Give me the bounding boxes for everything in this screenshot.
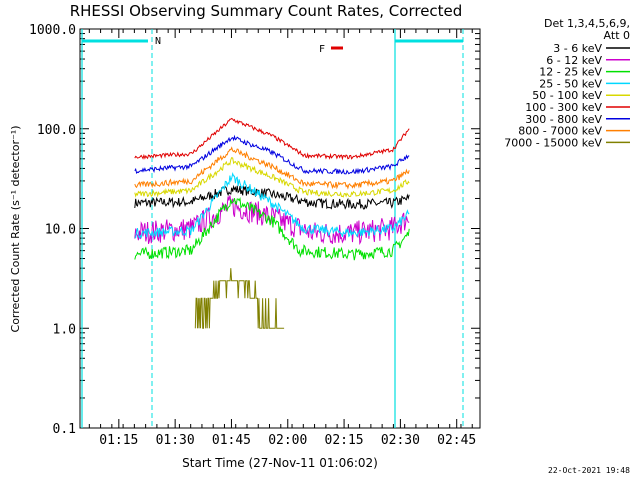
y-tick-label: 1.0	[53, 322, 76, 337]
series-line-3-6-kev	[134, 184, 410, 210]
orbit-markers: NF	[81, 29, 464, 428]
legend-entry-label: 100 - 300 keV	[525, 101, 602, 114]
chart-title: RHESSI Observing Summary Count Rates, Co…	[70, 2, 463, 20]
series-line-25-50-kev	[134, 171, 410, 239]
y-tick-label: 100.0	[37, 123, 76, 138]
marker-label-f: F	[319, 44, 325, 55]
x-tick-label: 02:45	[437, 433, 476, 448]
x-tick-label: 01:30	[156, 433, 195, 448]
series-line-300-800-kev	[134, 134, 410, 175]
legend-entry-label: 6 - 12 keV	[546, 54, 602, 67]
y-axis-ticks: 1000.0 100.0 10.0 1.0 0.1	[29, 23, 480, 437]
legend-entry-label: 12 - 25 keV	[539, 66, 602, 79]
x-axis-label: Start Time (27-Nov-11 01:06:02)	[182, 456, 378, 470]
y-tick-label: 0.1	[53, 422, 76, 437]
x-tick-label: 02:15	[325, 433, 364, 448]
y-tick-label: 1000.0	[29, 23, 76, 38]
legend-entry-label: 300 - 800 keV	[525, 113, 602, 126]
series-line-800-7000-kev	[134, 146, 410, 190]
series-line-7000-15000-kev	[194, 268, 285, 329]
x-tick-label: 02:30	[381, 433, 420, 448]
x-tick-label: 01:45	[212, 433, 251, 448]
x-axis-ticks: 01:15 01:30 01:45 02:00 02:15 02:30 02:45	[88, 29, 476, 448]
legend-entry-label: 3 - 6 keV	[553, 42, 602, 55]
series-line-50-100-kev	[134, 156, 410, 198]
legend-entry-label: 50 - 100 keV	[532, 89, 602, 102]
marker-label-n: N	[155, 36, 161, 47]
x-tick-label: 02:00	[268, 433, 307, 448]
series-line-12-25-kev	[134, 197, 410, 261]
y-tick-label: 10.0	[45, 223, 76, 238]
series-line-100-300-kev	[134, 117, 410, 161]
legend-header-line-2: Att 0	[604, 29, 630, 42]
series-line-6-12-kev	[134, 195, 410, 246]
y-axis-label: Corrected Count Rate (s⁻¹ detector⁻¹)	[9, 126, 22, 333]
legend-entry-label: 25 - 50 keV	[539, 77, 602, 90]
legend-header-line-1: Det 1,3,4,5,6,9,	[544, 17, 630, 30]
legend-entry-label: 800 - 7000 keV	[518, 125, 602, 138]
legend-entry-label: 7000 - 15000 keV	[504, 136, 602, 149]
generated-timestamp: 22-Oct-2021 19:48	[548, 466, 630, 475]
x-tick-label: 01:15	[99, 433, 138, 448]
series-layer	[134, 117, 410, 329]
